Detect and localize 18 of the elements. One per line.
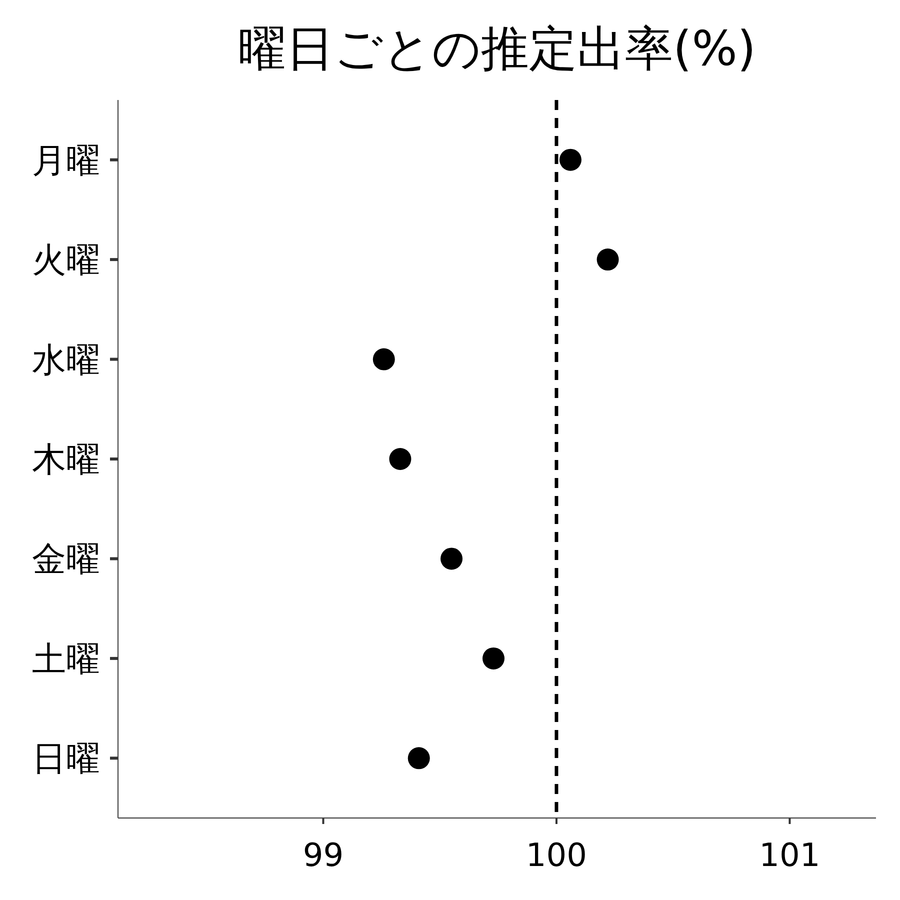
y-tick-label: 火曜	[32, 240, 100, 281]
y-tick-label: 金曜	[32, 540, 100, 580]
point	[389, 448, 412, 470]
point	[482, 647, 504, 670]
y-tick-label: 日曜	[32, 739, 100, 780]
point	[596, 248, 619, 271]
point	[372, 348, 395, 370]
y-tick-label: 木曜	[32, 440, 100, 480]
y-tick-label: 水曜	[32, 340, 100, 380]
point	[440, 548, 463, 570]
x-tick-label: 100	[526, 836, 588, 874]
y-tick-label: 土曜	[32, 639, 100, 680]
chart-title: 曜日ごとの推定出率(%)	[238, 21, 756, 77]
y-tick-label: 月曜	[32, 140, 100, 181]
point	[408, 747, 430, 770]
x-tick-label: 101	[759, 836, 820, 874]
point	[559, 148, 582, 171]
x-tick-label: 99	[302, 836, 344, 874]
